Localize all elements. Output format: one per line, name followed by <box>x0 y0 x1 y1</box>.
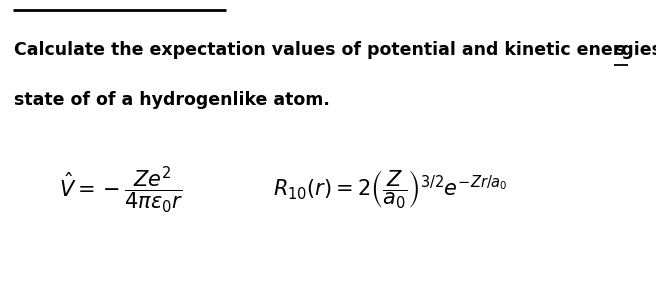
Text: $R_{10}(r) = 2\left(\dfrac{Z}{a_0}\right)^{3/2} e^{-Zr/a_0}$: $R_{10}(r) = 2\left(\dfrac{Z}{a_0}\right… <box>273 169 508 211</box>
Text: s: s <box>614 41 625 59</box>
Text: state of of a hydrogenlike atom.: state of of a hydrogenlike atom. <box>14 91 331 109</box>
Text: Calculate the expectation values of potential and kinetic energies for the 1: Calculate the expectation values of pote… <box>14 41 656 59</box>
Text: $\hat{V} = -\dfrac{Ze^2}{4\pi\epsilon_0 r}$: $\hat{V} = -\dfrac{Ze^2}{4\pi\epsilon_0 … <box>59 165 184 216</box>
